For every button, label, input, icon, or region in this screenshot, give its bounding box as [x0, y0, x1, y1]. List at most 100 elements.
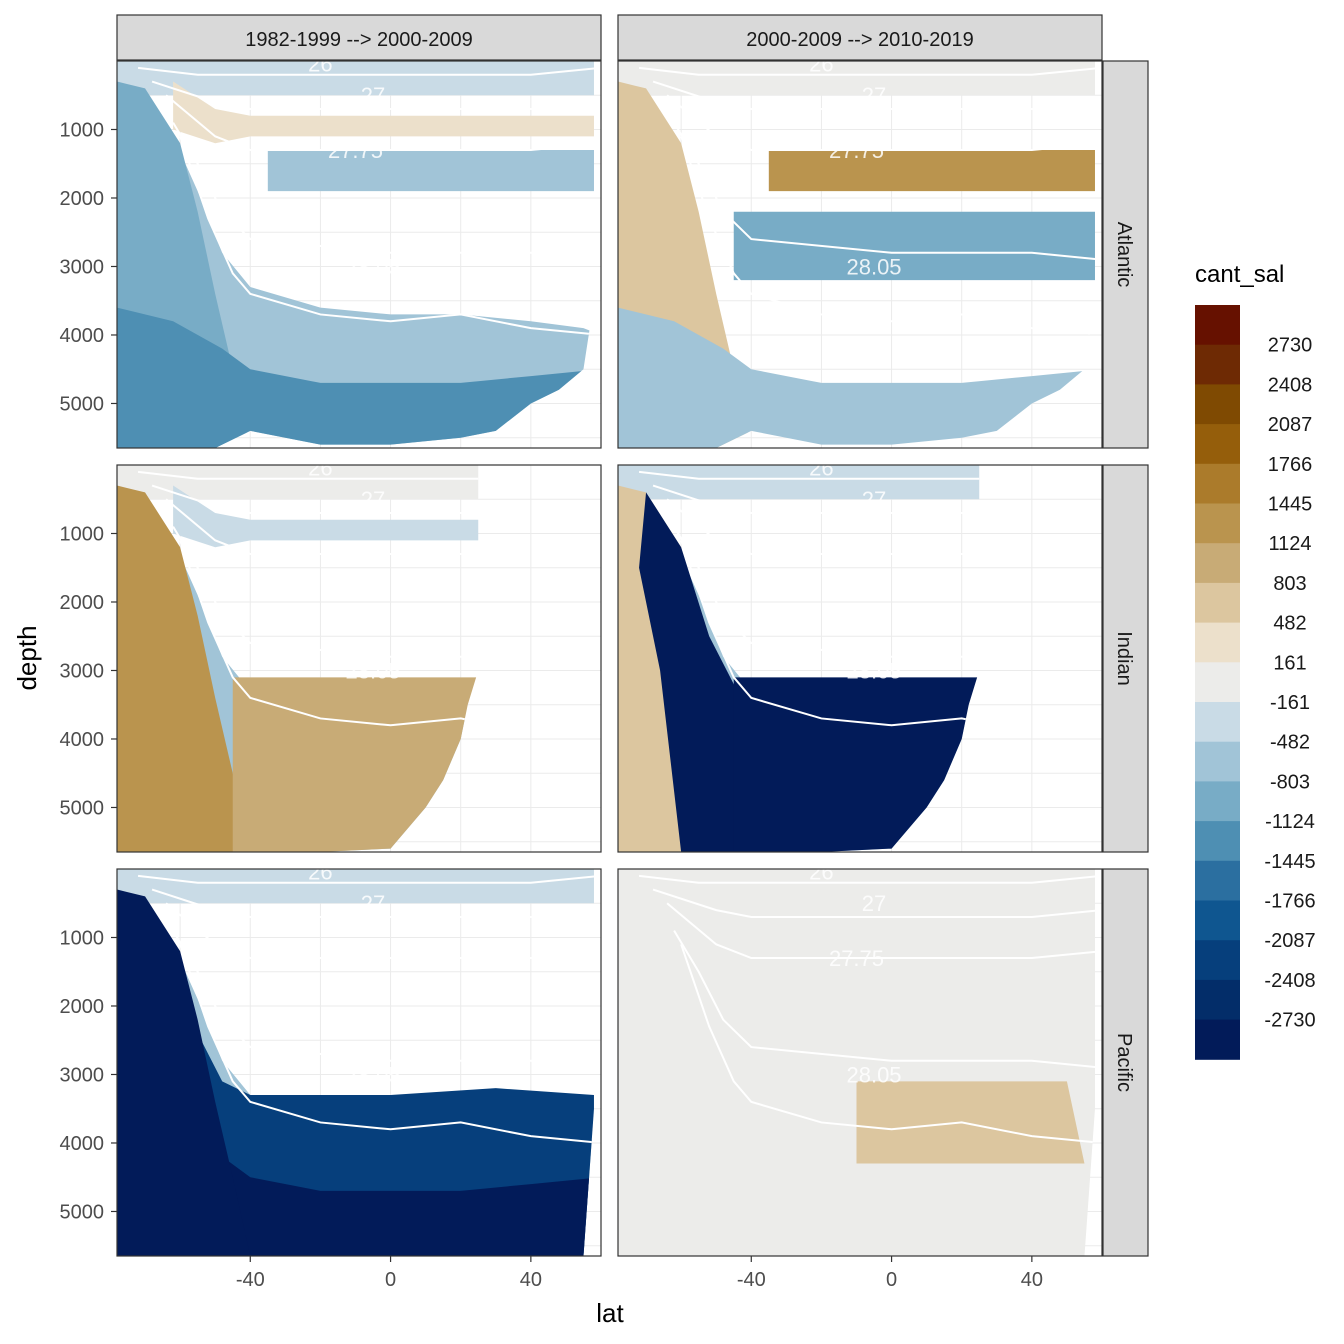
isopycnal-line	[137, 66, 594, 76]
isopycnal-label: 27.75	[829, 542, 884, 567]
filled-contours	[117, 465, 479, 852]
legend-color-bin	[1195, 781, 1240, 822]
x-axis-title: lat	[596, 1298, 624, 1328]
y-tick-label: 2000	[60, 592, 105, 614]
isopycnal-label: 27	[862, 487, 886, 512]
legend-color-bin	[1195, 622, 1240, 663]
isopycnal-line	[151, 888, 594, 918]
panel-border	[116, 868, 602, 1257]
isopycnal-label: 26	[308, 860, 332, 885]
y-tick-label: 2000	[60, 996, 105, 1018]
isopycnal-line	[666, 94, 1095, 152]
x-tick-label: -40	[236, 1269, 265, 1291]
legend-color-bin	[1195, 305, 1240, 346]
filled-contour-band	[117, 95, 594, 448]
isopycnal-line	[179, 540, 479, 740]
legend-color-bin	[1195, 344, 1240, 385]
row-strip	[1102, 464, 1149, 853]
isopycnal-label: 26	[308, 456, 332, 481]
isopycnal-lines	[638, 470, 980, 740]
y-tick-label: 4000	[60, 1133, 105, 1155]
filled-contour-band	[117, 61, 594, 96]
isopycnal-label: 27.75	[328, 542, 383, 567]
isopycnal-line	[680, 540, 980, 740]
filled-contour-band	[117, 465, 479, 500]
isopycnal-lines	[137, 66, 594, 336]
panel-border	[617, 868, 1103, 1257]
filled-contour-band	[267, 150, 594, 192]
isopycnal-label: 27	[361, 891, 385, 916]
legend-break-label: 2087	[1268, 414, 1313, 436]
row-strip-label: Pacific	[1113, 1033, 1135, 1092]
legend-break-label: 1445	[1268, 494, 1313, 516]
isopycnal-lines	[137, 470, 479, 740]
filled-contour-band	[117, 485, 251, 852]
filled-contour-band	[856, 1081, 1085, 1164]
panel-border	[617, 464, 1103, 853]
isopycnal-line	[151, 80, 594, 110]
legend-color-bin	[1195, 503, 1240, 544]
isopycnal-label: 27.75	[328, 946, 383, 971]
y-tick-label: 4000	[60, 325, 105, 347]
panels-layer: 26 27 27.75 28.05 26 27 27.75 28.05 26 27 27.75 28.…	[116, 52, 1103, 1257]
isopycnal-label: 27.75	[829, 138, 884, 163]
isopycnal-line	[172, 526, 479, 665]
legend-color-bin	[1195, 463, 1240, 504]
legend-break-label: -803	[1270, 771, 1310, 793]
facet-strips: 1982-1999 --> 2000-2009 2000-2009 --> 201…	[116, 14, 1149, 1257]
filled-contours	[618, 465, 980, 852]
filled-contours	[618, 61, 1095, 448]
isopycnal-line	[666, 902, 1095, 960]
isopycnal-label: 27	[361, 83, 385, 108]
panel-pacific-first: 26 27 27.75 28.05	[116, 860, 602, 1257]
y-tick-label: 5000	[60, 393, 105, 415]
isopycnal-label: 27	[361, 487, 385, 512]
filled-contours	[117, 61, 594, 448]
y-tick-label: 5000	[60, 797, 105, 819]
filled-contour-band	[232, 677, 479, 852]
panel-border	[116, 464, 602, 853]
row-strip	[1102, 60, 1149, 449]
filled-contour-band	[618, 903, 1095, 1256]
column-strip	[617, 14, 1103, 61]
isopycnal-line	[151, 484, 479, 514]
legend-color-bin	[1195, 940, 1240, 981]
legend-break-label: -2730	[1264, 1010, 1315, 1032]
legend-color-bin	[1195, 384, 1240, 425]
panel-border	[617, 60, 1103, 449]
isopycnal-line	[680, 944, 1095, 1144]
legend-break-label: 482	[1273, 613, 1306, 635]
isopycnal-line	[673, 122, 1095, 261]
legend-color-bin	[1195, 821, 1240, 862]
legend-title: cant_sal	[1195, 261, 1284, 288]
isopycnal-line	[137, 470, 479, 480]
isopycnal-label: 28.05	[846, 658, 901, 683]
x-tick-label: 40	[1021, 1269, 1043, 1291]
y-tick-label: 5000	[60, 1201, 105, 1223]
column-strip-label: 1982-1999 --> 2000-2009	[245, 29, 472, 51]
filled-contour-band	[733, 677, 980, 852]
filled-contour-band	[618, 307, 1095, 448]
filled-contour-band	[768, 150, 1095, 192]
legend-color-bin	[1195, 702, 1240, 743]
filled-contour-band	[117, 889, 251, 1256]
filled-contour-band	[618, 465, 980, 500]
isopycnal-line	[172, 930, 594, 1069]
x-tick-label: -40	[737, 1269, 766, 1291]
isopycnal-lines	[638, 66, 1095, 336]
legend-color-bin	[1195, 900, 1240, 941]
isopycnal-label: 28.05	[345, 254, 400, 279]
isopycnal-lines	[638, 874, 1095, 1144]
row-strip-label: Indian	[1113, 631, 1135, 686]
legend-break-label: 161	[1273, 652, 1306, 674]
legend-break-label: 1124	[1268, 533, 1311, 555]
isopycnal-label: 28.05	[345, 1062, 400, 1087]
filled-contours	[618, 869, 1095, 1256]
filled-contour-band	[618, 61, 1095, 96]
legend-color-bin	[1195, 543, 1240, 584]
isopycnal-line	[652, 484, 980, 514]
isopycnal-label: 27.75	[328, 138, 383, 163]
legend-break-label: 2730	[1268, 335, 1313, 357]
